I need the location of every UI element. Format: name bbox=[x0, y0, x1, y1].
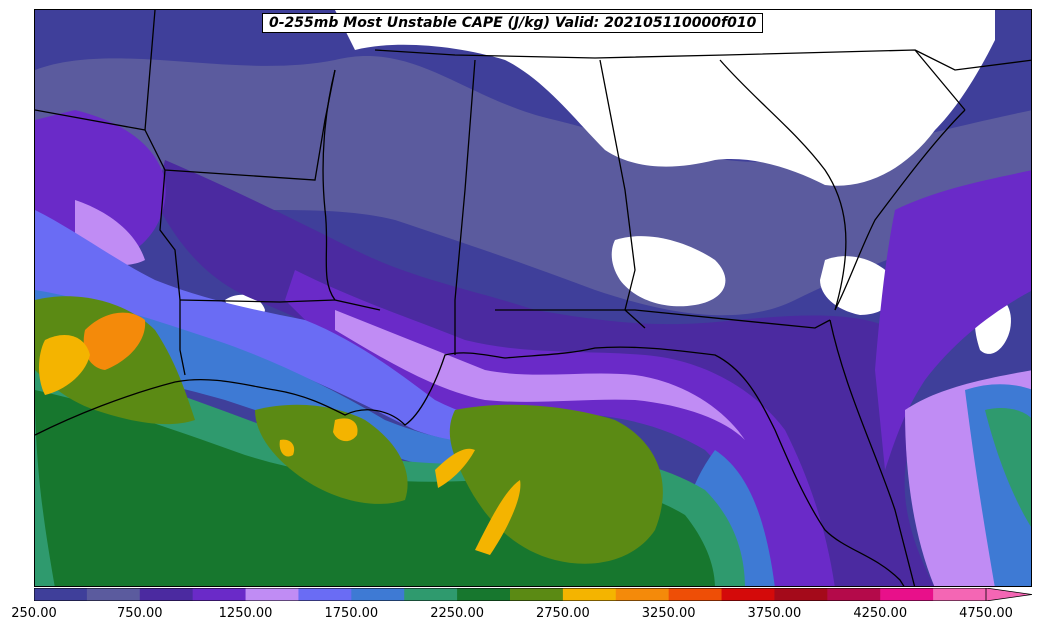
colorbar-swatch bbox=[827, 588, 881, 601]
colorbar-tick-label: 750.00 bbox=[117, 606, 163, 621]
state-line-la-north bbox=[179, 299, 336, 303]
colorbar-swatch bbox=[774, 588, 828, 601]
state-line-nc bbox=[914, 49, 1031, 71]
colorbar-tick-label: 4250.00 bbox=[853, 606, 908, 621]
state-line-ga-fl-east bbox=[829, 319, 916, 586]
colorbar-extend-arrow bbox=[985, 588, 1032, 601]
field-slate-north bbox=[35, 56, 1031, 316]
colorbar-swatch bbox=[245, 588, 299, 601]
map-title: 0-255mb Most Unstable CAPE (J/kg) Valid:… bbox=[262, 13, 764, 33]
field-yellow-la2 bbox=[279, 439, 295, 457]
field-lavender-coast bbox=[335, 310, 745, 440]
state-line-ga-sc bbox=[719, 59, 847, 311]
colorbar-swatch bbox=[510, 588, 564, 601]
colorbar-swatch bbox=[34, 588, 88, 601]
field-white-north bbox=[335, 10, 995, 186]
field-yellow-tx bbox=[39, 335, 90, 395]
colorbar-tick-label: 4750.00 bbox=[959, 606, 1013, 621]
state-line-al-ga bbox=[599, 59, 646, 329]
colorbar-tick-label: 1250.00 bbox=[218, 606, 273, 621]
state-line-la-west bbox=[159, 169, 186, 376]
state-line-ms-al bbox=[454, 59, 476, 355]
field-yellow-streak2 bbox=[475, 480, 521, 555]
field-white-se1 bbox=[611, 236, 726, 307]
field-yellow-streak1 bbox=[435, 448, 475, 488]
gulf-coastline bbox=[35, 346, 905, 586]
state-line-fl-north bbox=[495, 309, 831, 329]
colorbar-tick-label: 250.00 bbox=[11, 606, 57, 621]
map-panel bbox=[34, 9, 1032, 587]
colorbar-tick-label: 3750.00 bbox=[747, 606, 802, 621]
field-purple-east bbox=[875, 170, 1031, 470]
colorbar-swatch bbox=[880, 588, 934, 601]
colorbar-swatch bbox=[298, 588, 352, 601]
state-line-sc-coast bbox=[834, 109, 966, 311]
colorbar-swatch bbox=[721, 588, 775, 601]
colorbar-swatch bbox=[668, 588, 723, 601]
colorbar-tick-label: 1750.00 bbox=[324, 606, 379, 621]
field-blue-west bbox=[35, 290, 555, 472]
cape-map bbox=[35, 10, 1031, 586]
field-yellow-la bbox=[333, 418, 358, 442]
colorbar-swatch bbox=[86, 588, 141, 601]
colorbar-swatch bbox=[404, 588, 458, 601]
colorbar-swatch bbox=[351, 588, 405, 601]
field-purple-west bbox=[35, 110, 166, 261]
colorbar-tick-label: 2750.00 bbox=[535, 606, 590, 621]
state-line-ms-river bbox=[322, 69, 381, 311]
colorbar-tick-label: 2250.00 bbox=[430, 606, 484, 621]
map-boundaries bbox=[35, 10, 1031, 586]
colorbar-tick-label: 3250.00 bbox=[641, 606, 696, 621]
colorbar-swatch bbox=[139, 588, 194, 601]
colorbar-swatch bbox=[562, 588, 617, 601]
state-line-tn bbox=[374, 49, 966, 111]
field-teal-east bbox=[985, 408, 1031, 527]
colorbar-swatch bbox=[933, 588, 987, 601]
field-periwinkle-west bbox=[35, 210, 555, 446]
colorbar bbox=[34, 588, 1032, 601]
field-olive-central bbox=[255, 404, 408, 504]
colorbar-swatch bbox=[615, 588, 670, 601]
field-orange-tx bbox=[83, 312, 146, 370]
field-violet-coast bbox=[155, 160, 935, 586]
colorbar-swatch bbox=[457, 588, 511, 601]
colorbar-swatch bbox=[192, 588, 247, 601]
